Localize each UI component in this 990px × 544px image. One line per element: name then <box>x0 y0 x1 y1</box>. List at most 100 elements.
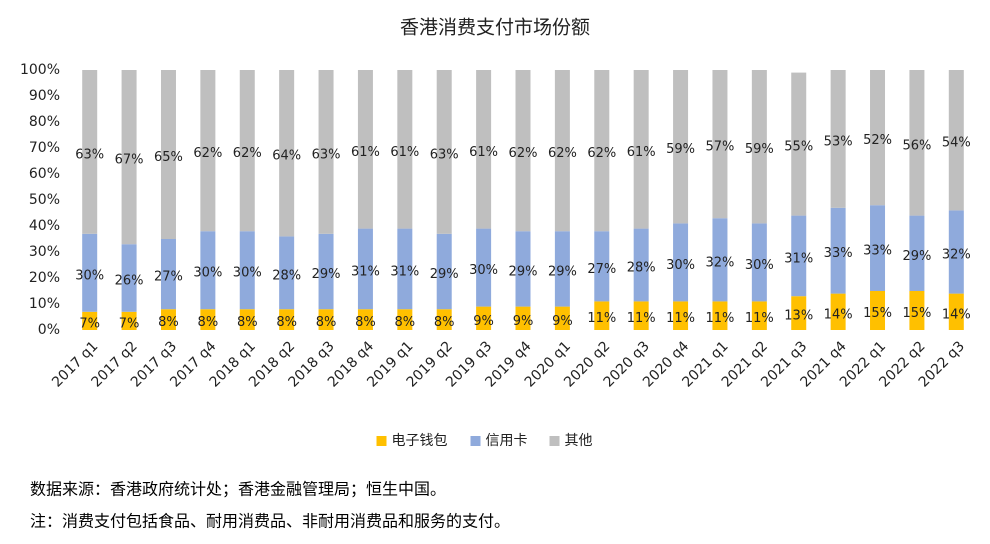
bar-segment <box>121 70 137 245</box>
bar-segment <box>594 301 610 330</box>
bar-segment <box>160 309 176 330</box>
y-tick-label: 60% <box>29 166 60 182</box>
bar-segment <box>870 205 886 291</box>
data-label: 14% <box>824 307 853 322</box>
bar-segment <box>751 301 767 330</box>
data-label: 53% <box>824 134 853 149</box>
bar-segment <box>397 309 413 330</box>
bar-segment <box>160 239 176 310</box>
bar-segment <box>830 70 846 208</box>
data-label: 8% <box>316 315 337 330</box>
bar-segment <box>121 311 137 330</box>
legend-label: 电子钱包 <box>392 433 448 449</box>
bar-segment <box>594 70 610 232</box>
bar-segment <box>751 70 767 224</box>
data-label: 11% <box>587 311 616 326</box>
data-label: 62% <box>587 146 616 161</box>
bar-segment <box>554 70 570 232</box>
y-tick-label: 70% <box>29 140 60 156</box>
data-label: 55% <box>784 140 813 155</box>
data-label: 30% <box>75 268 104 283</box>
data-label: 29% <box>312 267 341 282</box>
data-label: 57% <box>706 140 735 155</box>
data-label: 33% <box>824 246 853 261</box>
bar-segment <box>318 309 334 330</box>
bar-segment <box>948 210 964 294</box>
data-label: 61% <box>390 145 419 160</box>
legend-swatch <box>376 436 387 446</box>
data-label: 31% <box>351 264 380 279</box>
data-label: 26% <box>115 274 144 289</box>
data-label: 63% <box>430 147 459 162</box>
y-tick-label: 10% <box>29 296 60 312</box>
bar-segment <box>279 70 295 237</box>
bar-segment <box>476 228 492 307</box>
data-label: 65% <box>154 150 183 165</box>
y-tick-label: 80% <box>29 114 60 130</box>
data-label: 8% <box>355 315 376 330</box>
bar-segment <box>791 296 807 330</box>
bar-segment <box>279 309 295 330</box>
y-tick-label: 40% <box>29 218 60 234</box>
legend-label: 信用卡 <box>486 433 528 449</box>
bar-segment <box>870 70 886 206</box>
bar-segment <box>200 309 216 330</box>
data-label: 11% <box>666 311 695 326</box>
y-tick-label: 50% <box>29 192 60 208</box>
bar-segment <box>318 70 334 234</box>
bar-segment <box>633 301 649 330</box>
data-label: 7% <box>119 316 140 331</box>
data-label: 62% <box>548 146 577 161</box>
bar-segment <box>436 233 452 310</box>
bar-segment <box>515 231 531 307</box>
data-label: 8% <box>237 315 258 330</box>
data-label: 62% <box>509 146 538 161</box>
data-label: 32% <box>942 248 971 263</box>
data-label: 67% <box>115 153 144 168</box>
data-label: 32% <box>706 255 735 270</box>
data-label: 27% <box>154 270 183 285</box>
bar-segment <box>318 233 334 310</box>
bar-segment <box>357 70 373 229</box>
data-label: 8% <box>276 315 297 330</box>
bar-segment <box>830 207 846 294</box>
bar-segment <box>633 228 649 302</box>
bar-segment <box>948 70 964 211</box>
bar-segment <box>82 311 98 330</box>
y-tick-label: 100% <box>20 62 60 78</box>
bar-segment <box>948 293 964 330</box>
bar-segment <box>751 223 767 302</box>
bar-segment <box>791 72 807 216</box>
bar-segment <box>279 236 295 310</box>
bar-segment <box>82 233 98 312</box>
data-label: 31% <box>390 264 419 279</box>
y-tick-label: 90% <box>29 88 60 104</box>
data-label: 9% <box>513 314 534 329</box>
bar-segment <box>200 231 216 310</box>
bar-segment <box>633 70 649 229</box>
data-label: 29% <box>430 267 459 282</box>
data-label: 30% <box>666 258 695 273</box>
y-tick-label: 20% <box>29 270 60 286</box>
bar-segment <box>121 244 137 312</box>
data-label: 61% <box>351 145 380 160</box>
data-label: 30% <box>469 263 498 278</box>
bar-segment <box>515 70 531 232</box>
data-label: 11% <box>706 311 735 326</box>
data-label: 63% <box>312 147 341 162</box>
data-label: 56% <box>902 138 931 153</box>
bar-segment <box>357 309 373 330</box>
source-note: 数据来源：香港政府统计处；香港金融管理局；恒生中国。 <box>30 480 446 499</box>
data-label: 64% <box>272 149 301 164</box>
legend-swatch <box>549 436 560 446</box>
data-label: 30% <box>745 258 774 273</box>
data-label: 63% <box>75 147 104 162</box>
data-label: 9% <box>552 314 573 329</box>
data-label: 61% <box>627 145 656 160</box>
bar-segment <box>830 293 846 330</box>
data-label: 15% <box>902 306 931 321</box>
data-label: 52% <box>863 133 892 148</box>
bar-segment <box>909 70 925 216</box>
data-label: 14% <box>942 307 971 322</box>
